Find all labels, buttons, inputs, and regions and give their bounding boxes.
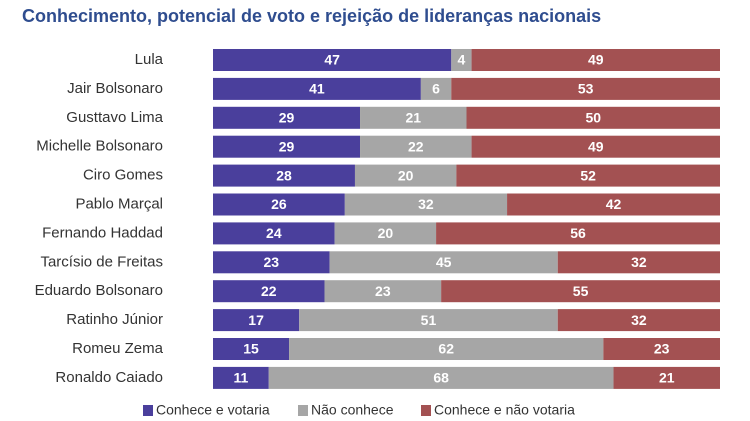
bar-segment: [213, 309, 300, 332]
value-label: 17: [248, 312, 264, 328]
legend-swatch: [143, 405, 153, 416]
bar-segment: [360, 106, 467, 129]
value-label: 24: [266, 225, 282, 241]
bar-segment: [456, 164, 720, 187]
category-label: Lula: [135, 51, 164, 68]
bar-segment: [268, 366, 614, 389]
category-label: Ciro Gomes: [83, 167, 163, 184]
value-label: 21: [405, 110, 421, 126]
bar-segment: [466, 106, 720, 129]
value-label: 21: [659, 370, 675, 386]
bar-segment: [213, 222, 335, 245]
bar-segment: [471, 135, 720, 158]
value-label: 6: [432, 81, 440, 97]
bar-segment: [451, 49, 472, 71]
bar-segment: [213, 280, 325, 303]
bar-segment: [420, 77, 452, 100]
bar-segment: [299, 309, 558, 332]
value-label: 55: [573, 283, 589, 299]
value-label: 32: [631, 254, 647, 270]
bar-segment: [213, 193, 345, 216]
bar-segment: [557, 309, 720, 332]
value-label: 23: [375, 283, 391, 299]
category-label: Pablo Marçal: [75, 195, 163, 212]
bar-segment: [324, 280, 442, 303]
value-label: 20: [398, 167, 414, 183]
value-label: 29: [279, 110, 295, 126]
value-label: 26: [271, 196, 287, 212]
bar-segment: [329, 251, 558, 274]
category-label: Fernando Haddad: [42, 224, 163, 241]
category-label: Ratinho Júnior: [66, 311, 163, 328]
bar-segment: [213, 106, 361, 129]
value-label: 68: [433, 370, 449, 386]
value-label: 32: [631, 312, 647, 328]
value-label: 62: [438, 341, 454, 357]
bar-segment: [436, 222, 720, 245]
bar-segment: [451, 77, 720, 100]
value-label: 22: [408, 138, 424, 154]
bar-segment: [213, 338, 290, 360]
value-label: 20: [378, 225, 394, 241]
bar-segment: [557, 251, 720, 274]
legend-swatch: [421, 405, 431, 416]
bar-segment: [334, 222, 437, 245]
bar-segment: [354, 164, 457, 187]
value-label: 11: [233, 370, 248, 386]
value-label: 15: [243, 341, 259, 357]
bar-segment: [213, 366, 269, 389]
value-label: 22: [261, 283, 277, 299]
value-label: 51: [421, 312, 437, 328]
category-label: Michelle Bolsonaro: [36, 138, 163, 155]
value-label: 23: [264, 254, 280, 270]
bar-segment: [213, 135, 361, 158]
legend-label: Conhece e não votaria: [434, 402, 575, 418]
value-label: 45: [436, 254, 452, 270]
category-label: Tarcísio de Freitas: [40, 253, 163, 270]
value-label: 52: [580, 167, 596, 183]
category-label: Gusttavo Lima: [66, 109, 163, 126]
value-label: 53: [578, 81, 594, 97]
category-label: Romeu Zema: [72, 340, 164, 357]
value-label: 47: [324, 52, 340, 68]
category-label: Ronaldo Caiado: [55, 369, 163, 386]
bar-segment: [603, 338, 720, 360]
bar-segment: [213, 49, 452, 71]
bar-segment: [213, 77, 421, 100]
value-label: 32: [418, 196, 434, 212]
bar-segment: [613, 366, 720, 389]
value-label: 41: [309, 81, 325, 97]
value-label: 28: [276, 167, 292, 183]
value-label: 49: [588, 52, 604, 68]
bar-segment: [471, 49, 720, 71]
bar-segment: [289, 338, 604, 360]
value-label: 23: [654, 341, 670, 357]
legend-label: Conhece e votaria: [156, 402, 270, 418]
bar-segment: [213, 251, 330, 274]
value-label: 42: [606, 196, 622, 212]
category-label: Jair Bolsonaro: [67, 80, 163, 97]
bar-segment: [213, 164, 355, 187]
legend-swatch: [298, 405, 308, 416]
category-label: Eduardo Bolsonaro: [35, 282, 163, 299]
chart-title: Conhecimento, potencial de voto e rejeiç…: [22, 6, 601, 26]
bar-segment: [360, 135, 472, 158]
legend-label: Não conhece: [311, 402, 394, 418]
value-label: 4: [458, 52, 466, 68]
value-label: 50: [585, 110, 601, 126]
bar-segment: [441, 280, 720, 303]
bar-segment: [344, 193, 508, 216]
value-label: 49: [588, 138, 604, 154]
value-label: 29: [279, 138, 295, 154]
bar-segment: [507, 193, 720, 216]
value-label: 56: [570, 225, 586, 241]
